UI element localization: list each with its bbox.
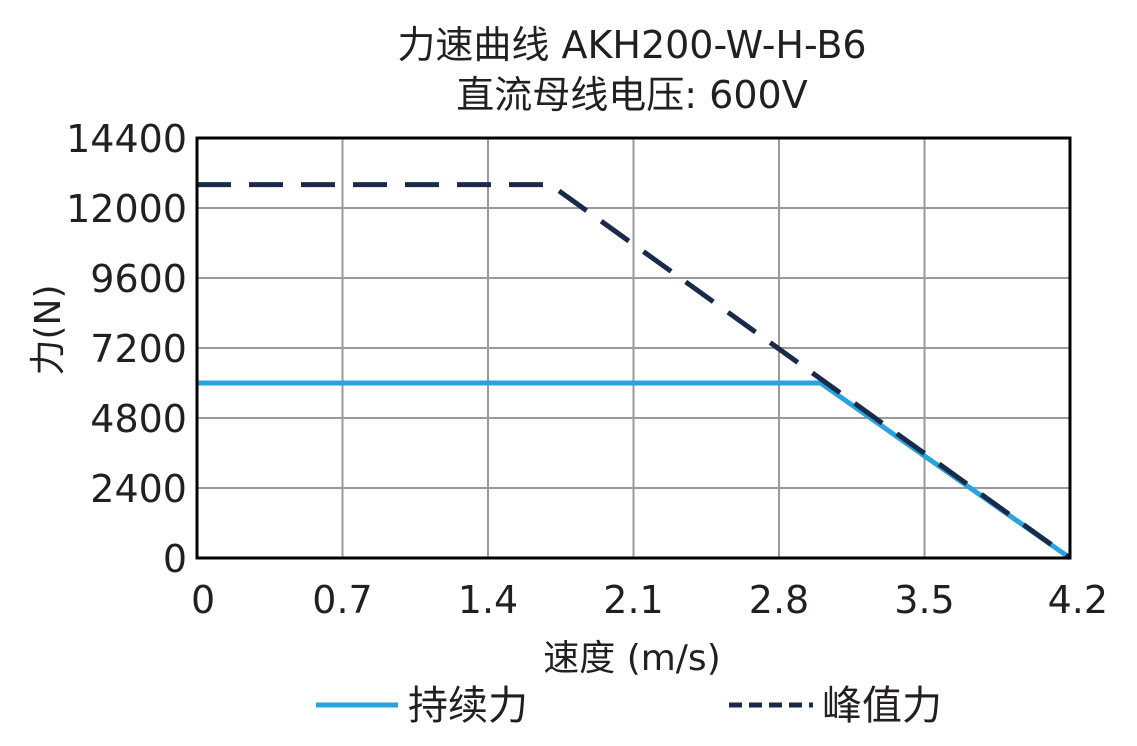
legend-label-0: 持续力 bbox=[408, 683, 528, 729]
y-tick-label-5: 12000 bbox=[66, 187, 187, 231]
x-tick-label-1: 0.7 bbox=[312, 578, 372, 622]
grid-lines bbox=[196, 137, 1071, 559]
legend: 持续力 峰值力 bbox=[316, 683, 942, 729]
legend-label-1: 峰值力 bbox=[822, 683, 942, 729]
y-tick-label-3: 7200 bbox=[90, 327, 187, 371]
y-tick-label-6: 14400 bbox=[66, 117, 187, 161]
chart-title: 力速曲线 AKH200-W-H-B6 bbox=[397, 23, 866, 67]
x-tick-labels: 0 0.7 1.4 2.1 2.8 3.5 4.2 bbox=[191, 578, 1108, 622]
x-tick-label-6: 4.2 bbox=[1048, 578, 1108, 622]
x-tick-label-2: 1.4 bbox=[458, 578, 518, 622]
y-tick-label-2: 4800 bbox=[90, 397, 187, 441]
y-tick-label-0: 0 bbox=[163, 537, 187, 581]
y-tick-labels: 0 2400 4800 7200 9600 12000 14400 bbox=[66, 117, 187, 581]
y-tick-label-1: 2400 bbox=[90, 467, 187, 511]
series-layer bbox=[197, 182, 1072, 561]
x-tick-label-4: 2.8 bbox=[749, 578, 809, 622]
plot-frame bbox=[195, 136, 1072, 560]
series-line-1 bbox=[197, 182, 1072, 561]
x-axis-label: 速度 (m/s) bbox=[543, 638, 721, 679]
x-tick-label-0: 0 bbox=[191, 578, 215, 622]
x-tick-label-5: 3.5 bbox=[894, 578, 954, 622]
y-axis-label: 力(N) bbox=[28, 284, 69, 375]
y-tick-label-4: 9600 bbox=[90, 257, 187, 301]
x-tick-label-3: 2.1 bbox=[603, 578, 663, 622]
chart-subtitle: 直流母线电压: 600V bbox=[456, 73, 807, 117]
